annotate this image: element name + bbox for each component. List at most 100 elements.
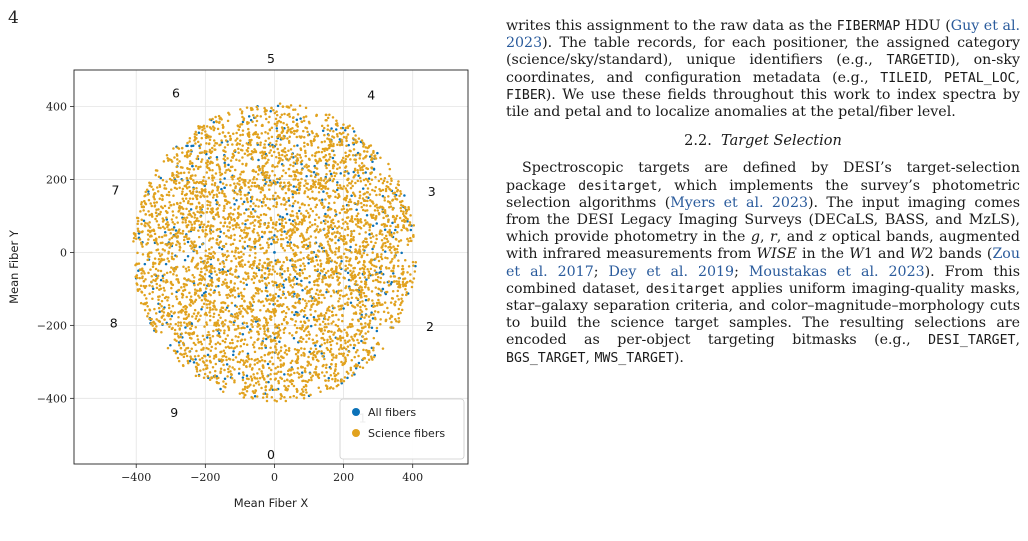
point-science-fiber (228, 268, 232, 272)
point-science-fiber (318, 290, 322, 293)
point-science-fiber (213, 305, 216, 309)
point-all-fiber (227, 163, 230, 167)
point-science-fiber (340, 159, 344, 162)
point-science-fiber (252, 176, 256, 179)
point-science-fiber (304, 151, 307, 155)
point-science-fiber (155, 282, 159, 286)
point-science-fiber (263, 344, 267, 347)
point-science-fiber (160, 299, 164, 303)
point-science-fiber (332, 142, 335, 146)
point-science-fiber (332, 272, 336, 275)
point-science-fiber (365, 204, 368, 207)
point-science-fiber (331, 116, 335, 119)
point-science-fiber (340, 226, 344, 230)
point-science-fiber (237, 292, 240, 296)
point-science-fiber (345, 139, 348, 143)
point-all-fiber (221, 268, 224, 271)
point-science-fiber (342, 131, 345, 135)
point-science-fiber (330, 238, 334, 242)
point-science-fiber (163, 318, 166, 321)
point-science-fiber (216, 321, 219, 325)
point-science-fiber (290, 257, 294, 261)
point-science-fiber (145, 297, 148, 300)
point-science-fiber (260, 370, 263, 373)
point-science-fiber (325, 173, 328, 176)
point-science-fiber (254, 170, 258, 174)
point-science-fiber (185, 234, 188, 238)
point-all-fiber (284, 278, 288, 281)
point-science-fiber (248, 140, 252, 143)
point-science-fiber (184, 307, 187, 311)
point-science-fiber (281, 364, 285, 367)
point-science-fiber (167, 306, 171, 310)
point-all-fiber (383, 250, 387, 253)
point-all-fiber (237, 372, 241, 375)
point-science-fiber (333, 174, 337, 178)
point-science-fiber (184, 221, 187, 224)
point-science-fiber (205, 125, 209, 128)
point-science-fiber (293, 175, 297, 178)
point-science-fiber (183, 321, 186, 324)
point-science-fiber (337, 249, 341, 253)
point-science-fiber (280, 136, 283, 140)
point-all-fiber (233, 203, 236, 206)
point-science-fiber (235, 131, 238, 135)
point-science-fiber (258, 259, 262, 262)
point-science-fiber (280, 264, 284, 267)
point-science-fiber (287, 181, 291, 184)
point-science-fiber (372, 346, 375, 350)
point-science-fiber (178, 186, 181, 189)
point-science-fiber (271, 169, 274, 173)
point-science-fiber (207, 330, 210, 334)
point-science-fiber (142, 205, 146, 209)
point-science-fiber (213, 148, 216, 151)
point-science-fiber (332, 171, 336, 175)
point-science-fiber (198, 278, 201, 281)
point-science-fiber (177, 311, 180, 314)
point-science-fiber (239, 358, 243, 362)
point-science-fiber (222, 216, 225, 219)
point-science-fiber (306, 246, 310, 250)
point-science-fiber (346, 227, 350, 231)
point-all-fiber (163, 231, 167, 234)
point-science-fiber (199, 369, 202, 372)
point-science-fiber (238, 367, 241, 371)
point-science-fiber (345, 370, 349, 374)
point-science-fiber (256, 325, 259, 328)
point-science-fiber (254, 252, 257, 255)
point-science-fiber (357, 286, 361, 290)
point-science-fiber (292, 228, 295, 231)
point-science-fiber (282, 279, 286, 283)
point-science-fiber (252, 177, 255, 181)
point-science-fiber (326, 330, 330, 333)
point-all-fiber (271, 388, 274, 392)
point-science-fiber (326, 116, 330, 120)
point-science-fiber (184, 304, 187, 308)
point-science-fiber (213, 139, 216, 142)
point-science-fiber (237, 205, 241, 208)
point-science-fiber (236, 124, 240, 128)
point-science-fiber (148, 292, 151, 295)
point-science-fiber (208, 168, 212, 172)
point-science-fiber (192, 248, 196, 252)
point-science-fiber (250, 278, 254, 281)
point-science-fiber (203, 372, 207, 376)
point-science-fiber (182, 305, 185, 309)
point-science-fiber (322, 267, 326, 271)
point-science-fiber (166, 257, 169, 260)
point-science-fiber (243, 152, 247, 155)
point-science-fiber (169, 270, 172, 274)
point-science-fiber (269, 149, 273, 152)
point-science-fiber (233, 346, 237, 350)
point-science-fiber (275, 124, 278, 128)
point-science-fiber (337, 318, 340, 321)
point-science-fiber (179, 335, 183, 339)
point-science-fiber (153, 257, 157, 260)
point-science-fiber (194, 244, 198, 247)
point-science-fiber (192, 211, 195, 215)
point-science-fiber (341, 319, 344, 323)
point-science-fiber (287, 187, 290, 191)
point-science-fiber (287, 106, 291, 109)
point-science-fiber (293, 323, 297, 327)
point-science-fiber (284, 150, 287, 154)
